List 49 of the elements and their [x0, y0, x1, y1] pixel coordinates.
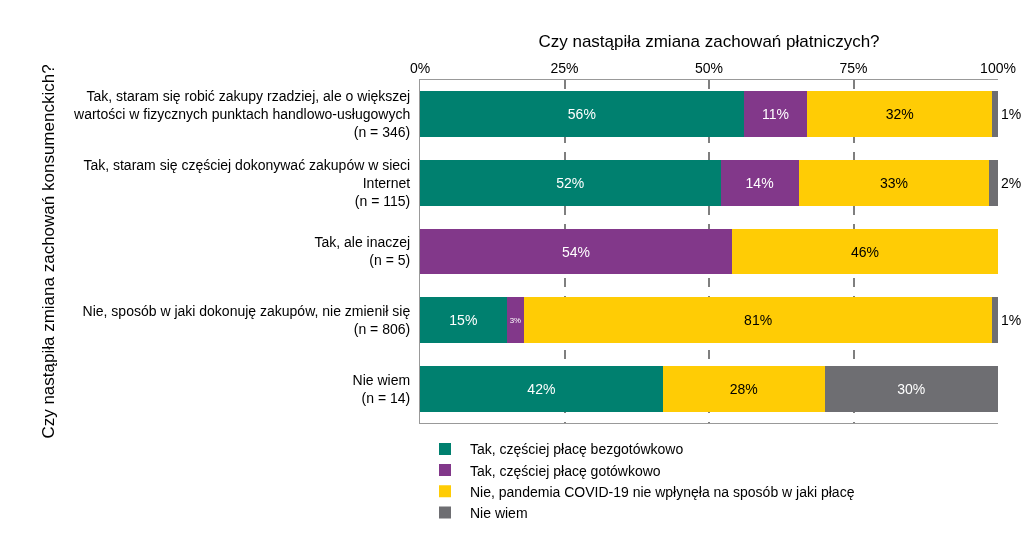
bar — [420, 91, 744, 138]
data-label: 81% — [744, 312, 773, 329]
y-tick-label: Tak, staram się robić zakupy rzadziej, ale o większej wartości w fizycznych punktach handlowo-usługowych (n = 346) — [73, 88, 411, 141]
bar — [824, 365, 998, 412]
bar — [807, 91, 993, 138]
x-tick-label: 100% — [980, 60, 1016, 77]
bar — [992, 297, 998, 344]
data-label: 2% — [1001, 174, 1022, 191]
bar — [798, 159, 990, 206]
data-label: 28% — [729, 380, 758, 397]
data-label: 32% — [885, 106, 914, 123]
bar — [989, 159, 998, 206]
bar — [524, 297, 993, 344]
data-label: 46% — [851, 243, 880, 260]
bar — [420, 297, 507, 344]
legend-label: Nie wiem — [470, 504, 528, 521]
y-tick-label: Nie wiem (n = 14) — [352, 371, 411, 406]
legend-label: Tak, częściej płacę gotówkowo — [470, 462, 661, 479]
x-tick-label: 25% — [550, 60, 579, 77]
data-label: 52% — [556, 174, 585, 191]
data-label: 33% — [879, 174, 908, 191]
bar — [732, 228, 998, 275]
y-axis-title: Czy nastąpiła zmiana zachowań konsumenckich? — [38, 64, 58, 439]
x-axis-title: Czy nastąpiła zmiana zachowań płatniczych? — [538, 31, 880, 51]
bar — [420, 159, 721, 206]
data-label: 11% — [761, 106, 789, 123]
bar — [506, 297, 525, 344]
legend-label: Nie, pandemia COVID-19 nie wpłynęła na sposób w jaki płacę — [470, 483, 855, 500]
bar — [662, 365, 825, 412]
data-label: 1% — [1001, 106, 1022, 123]
bar — [720, 159, 799, 206]
data-label: 54% — [562, 243, 591, 260]
y-tick-label: Tak, staram się częściej dokonywać zakupów w sieci Internet (n = 115) — [83, 156, 411, 209]
bar — [420, 228, 733, 275]
x-tick-label: 75% — [839, 60, 868, 77]
data-label: 56% — [567, 106, 596, 123]
data-label: 30% — [897, 380, 926, 397]
bar — [992, 91, 998, 138]
data-label: 15% — [449, 312, 478, 329]
legend-label: Tak, częściej płacę bezgotówkowo — [470, 441, 684, 458]
data-label: 14% — [745, 174, 774, 191]
bar — [420, 365, 663, 412]
y-tick-label: Tak, ale inaczej (n = 5) — [314, 234, 411, 269]
bar — [743, 91, 808, 138]
x-tick-label: 0% — [409, 60, 431, 77]
data-label: 42% — [527, 380, 556, 397]
y-tick-label: Nie, sposób w jaki dokonuję zakupów, nie zmienił się (n = 806) — [82, 302, 411, 338]
x-tick-label: 50% — [694, 60, 724, 77]
data-label: 1% — [1001, 312, 1022, 329]
